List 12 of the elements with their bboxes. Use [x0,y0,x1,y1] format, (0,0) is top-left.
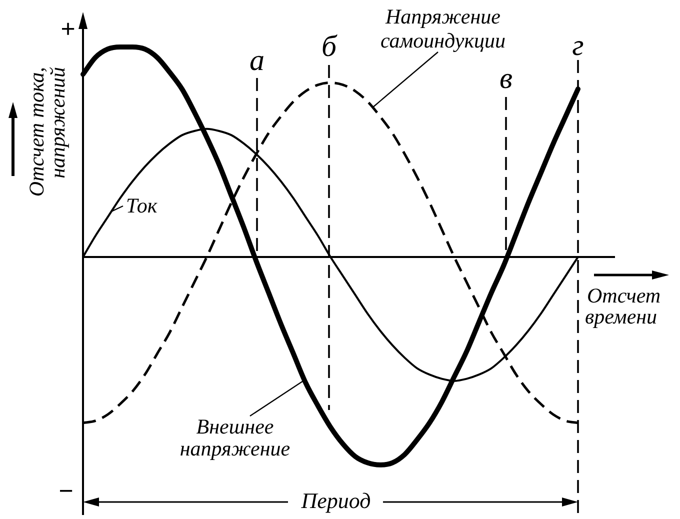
text: Напряжение самоиндукции [380,4,506,53]
y-axis-title: Отсчет тока, напряжений [24,66,70,197]
text: Период [300,488,371,513]
series-label: Внешнее напряжение [180,414,290,461]
x-axis-title: Отсчет времени [585,284,661,329]
legend-label: Ток [126,194,158,218]
annotation: г [572,28,584,62]
annotation: в [499,62,513,95]
annotation: а [250,44,264,77]
text: − [58,476,74,506]
text: + [60,14,76,44]
annotation: б [321,30,338,63]
